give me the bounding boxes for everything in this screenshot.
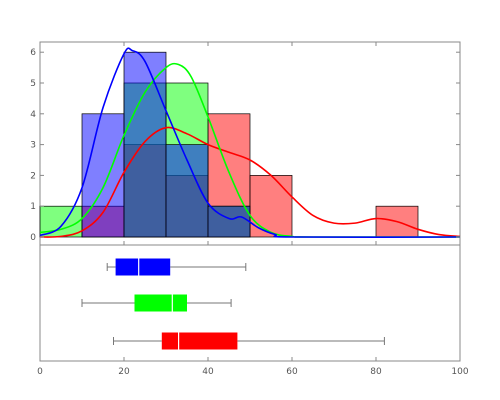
y-tick-label: 4 (30, 110, 36, 120)
y-tick-label: 2 (30, 171, 36, 181)
density-curve (39, 47, 461, 238)
y-tick-label: 1 (30, 202, 36, 212)
x-tick-label: 60 (286, 367, 298, 377)
boxplot-panel: 0 20 40 60 80 100 (37, 244, 469, 377)
boxplot (81, 294, 232, 312)
boxplot (113, 332, 385, 350)
histogram-bars (39, 51, 419, 238)
x-tick-label: 20 (118, 367, 130, 377)
x-axis: 0 20 40 60 80 100 (37, 357, 469, 377)
y-tick-label: 5 (30, 79, 36, 89)
y-tick-label: 0 (30, 233, 36, 243)
boxplot-frame (39, 244, 461, 362)
box (115, 258, 171, 276)
box (161, 332, 238, 350)
density-curve (39, 126, 461, 238)
x-tick-label: 0 (37, 367, 43, 377)
histogram-panel: 0 1 2 3 4 5 6 (30, 41, 461, 246)
histogram-bar (81, 113, 125, 238)
y-tick-label: 6 (30, 48, 36, 58)
boxplot (106, 258, 247, 276)
boxplots (81, 258, 385, 350)
y-tick-label: 3 (30, 141, 36, 151)
x-tick-label: 80 (370, 367, 382, 377)
x-tick-label: 40 (202, 367, 214, 377)
box (134, 294, 187, 312)
y-axis: 0 1 2 3 4 5 6 (30, 42, 461, 245)
density-curves (39, 47, 461, 238)
histogram-bar (123, 51, 167, 238)
x-tick-label: 100 (451, 367, 468, 377)
histogram-bar (249, 175, 293, 238)
